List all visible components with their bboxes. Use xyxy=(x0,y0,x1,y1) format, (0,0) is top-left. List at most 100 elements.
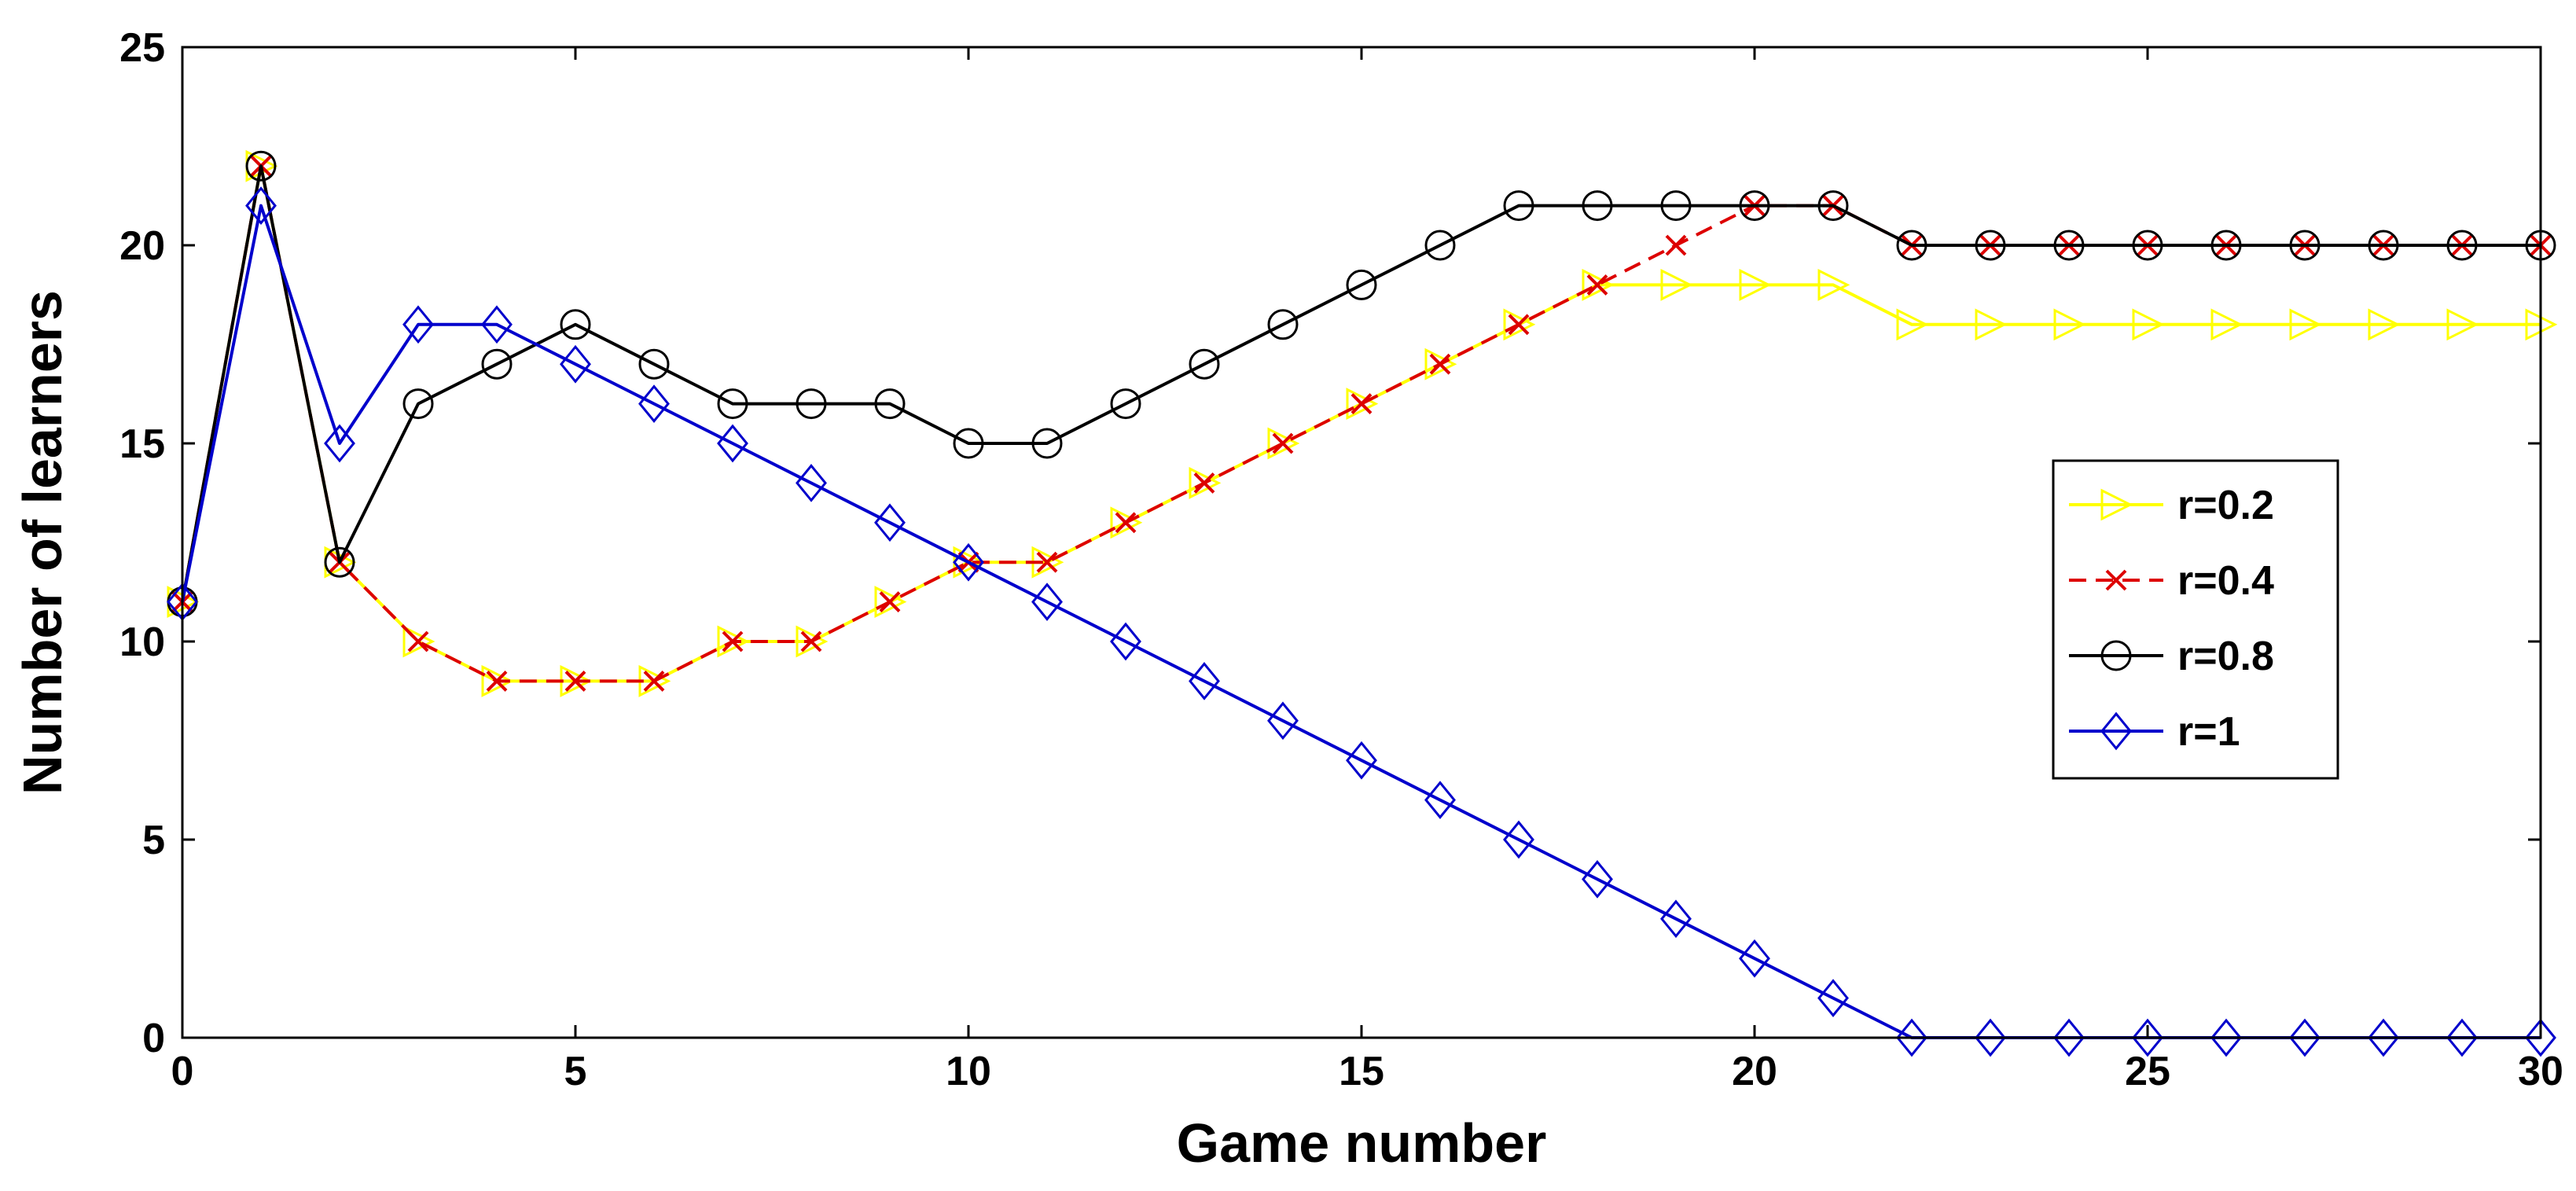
legend-item: r=0.4 xyxy=(2069,558,2274,604)
y-tick-label: 15 xyxy=(119,421,165,467)
data-point xyxy=(1189,466,1222,499)
y-tick-label: 0 xyxy=(142,1016,165,1061)
data-point xyxy=(1586,274,1608,296)
data-point xyxy=(407,630,429,652)
data-point xyxy=(1975,1018,2006,1057)
data-point xyxy=(2210,1018,2242,1057)
data-point xyxy=(1896,308,1929,341)
data-point xyxy=(1739,939,1770,978)
data-point xyxy=(2368,230,2399,261)
data-point xyxy=(2446,1018,2478,1057)
data-point xyxy=(1189,662,1220,700)
data-point xyxy=(2132,308,2165,341)
data-point xyxy=(1503,190,1534,222)
data-point xyxy=(1424,347,1457,380)
x-tick-label: 25 xyxy=(2125,1049,2170,1094)
y-axis-label: Number of learners xyxy=(12,290,73,795)
data-point xyxy=(481,305,513,344)
data-point xyxy=(1036,551,1058,573)
data-point xyxy=(1267,701,1299,741)
data-point xyxy=(1665,234,1687,256)
data-point xyxy=(638,348,670,380)
data-point xyxy=(879,591,901,613)
data-point xyxy=(486,670,508,692)
data-point xyxy=(1267,427,1300,460)
data-point xyxy=(1660,899,1692,939)
data-point xyxy=(2368,1018,2399,1057)
data-point xyxy=(2132,230,2163,261)
x-tick-label: 5 xyxy=(564,1049,587,1094)
data-point xyxy=(560,344,591,384)
series-line xyxy=(181,164,2541,602)
data-point xyxy=(638,384,670,423)
data-point xyxy=(1817,190,1849,222)
data-point xyxy=(1424,781,1456,819)
data-point xyxy=(245,186,277,225)
data-point xyxy=(2053,308,2086,341)
data-point xyxy=(643,670,665,692)
y-tick-label: 20 xyxy=(119,223,165,269)
legend-label: r=0.2 xyxy=(2177,483,2274,528)
legend-marker xyxy=(2105,569,2127,591)
data-point xyxy=(1660,268,1693,301)
y-tick-label: 25 xyxy=(119,25,165,71)
data-point xyxy=(1110,622,1141,661)
data-point xyxy=(2053,1018,2085,1057)
data-point xyxy=(1189,348,1220,380)
data-point xyxy=(2525,1018,2556,1057)
data-point xyxy=(1115,512,1137,534)
legend-item: r=0.8 xyxy=(2069,634,2274,679)
x-tick-label: 0 xyxy=(171,1049,194,1094)
data-point xyxy=(560,309,591,340)
legend-label: r=1 xyxy=(2177,709,2240,755)
data-point xyxy=(1193,472,1215,494)
data-point xyxy=(2210,230,2242,261)
data-point xyxy=(796,625,829,658)
data-point xyxy=(1424,230,1456,261)
data-point xyxy=(1110,388,1141,420)
data-point xyxy=(1896,230,1927,261)
data-point xyxy=(2210,308,2243,341)
data-point xyxy=(1582,190,1613,222)
data-point xyxy=(481,348,513,380)
data-point xyxy=(564,670,586,692)
data-point xyxy=(1429,353,1451,375)
data-point xyxy=(1739,268,1772,301)
data-point xyxy=(2289,308,2322,341)
data-point xyxy=(324,546,355,578)
x-tick-label: 20 xyxy=(1732,1049,1777,1094)
data-point xyxy=(1975,230,2006,261)
data-point xyxy=(2368,308,2401,341)
data-point xyxy=(2132,1018,2163,1057)
data-point xyxy=(1110,506,1143,539)
data-point xyxy=(796,388,827,420)
data-point xyxy=(2446,308,2479,341)
legend-box xyxy=(2052,459,2339,780)
x-tick-label: 15 xyxy=(1339,1049,1384,1094)
axis-ticks: 0 5 10 15 20 25 30 0 5 10 15 20 25 xyxy=(119,25,2563,1094)
y-tick-label: 5 xyxy=(142,818,165,863)
data-point xyxy=(953,542,984,582)
data-point xyxy=(1267,309,1299,340)
data-point xyxy=(1503,820,1534,859)
data-point xyxy=(1031,583,1063,621)
data-point xyxy=(1031,428,1063,459)
legend-item: r=0.2 xyxy=(2069,483,2274,528)
data-point xyxy=(2446,230,2478,261)
data-point xyxy=(1346,388,1379,421)
data-point xyxy=(1975,308,2008,341)
data-point xyxy=(1503,308,1536,341)
data-point xyxy=(800,630,822,652)
data-point xyxy=(481,664,514,697)
data-point xyxy=(1817,979,1849,1017)
legend-marker xyxy=(2100,488,2133,521)
data-point xyxy=(402,388,434,420)
data-point xyxy=(2289,230,2321,261)
data-point xyxy=(1346,741,1377,780)
data-point xyxy=(796,464,827,502)
legend-label: r=0.8 xyxy=(2177,634,2274,679)
data-point xyxy=(245,150,277,182)
data-point xyxy=(1660,190,1692,222)
